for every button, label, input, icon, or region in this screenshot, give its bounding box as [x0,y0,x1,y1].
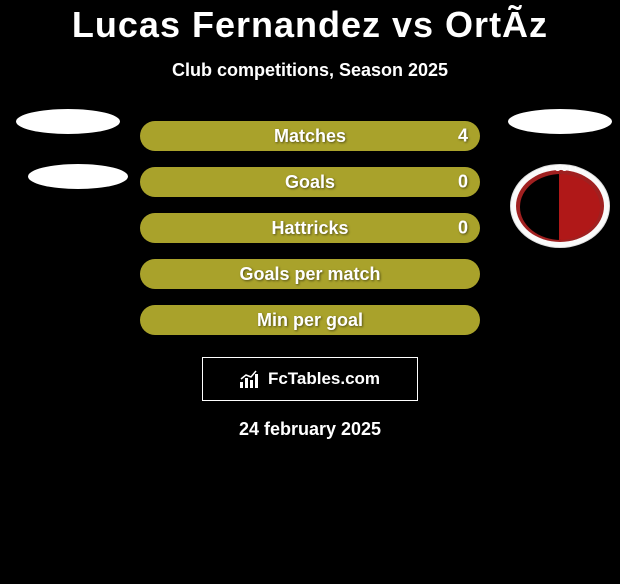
left-badge-1 [16,109,120,134]
stat-label: Goals per match [239,264,380,285]
stat-value-right: 0 [458,218,468,239]
stat-rows: Matches 4 Goals 0 Hattricks 0 Goals per … [140,121,480,335]
brand-text: FcTables.com [268,369,380,389]
stat-label: Matches [274,126,346,147]
stat-row: Matches 4 [140,121,480,151]
brand-chart-icon [240,370,262,388]
stats-area: C.A. COLON Matches 4 Goals 0 Hattricks 0… [0,121,620,335]
stat-row: Goals per match [140,259,480,289]
stat-row: Min per goal [140,305,480,335]
page-title: Lucas Fernandez vs OrtÃ­z [0,4,620,46]
left-badge-2 [28,164,128,189]
left-team-badges [8,109,128,189]
stat-row: Goals 0 [140,167,480,197]
stat-label: Min per goal [257,310,363,331]
stat-label: Hattricks [271,218,348,239]
right-badge-1 [508,109,612,134]
stat-label: Goals [285,172,335,193]
brand-box: FcTables.com [202,357,418,401]
club-badge-label: C.A. COLON [511,164,609,173]
stat-value-right: 0 [458,172,468,193]
stat-value-right: 4 [458,126,468,147]
club-badge-colon: C.A. COLON [510,164,610,248]
subtitle: Club competitions, Season 2025 [0,60,620,81]
date-line: 24 february 2025 [0,419,620,440]
stat-row: Hattricks 0 [140,213,480,243]
right-team-badges: C.A. COLON [508,109,612,248]
